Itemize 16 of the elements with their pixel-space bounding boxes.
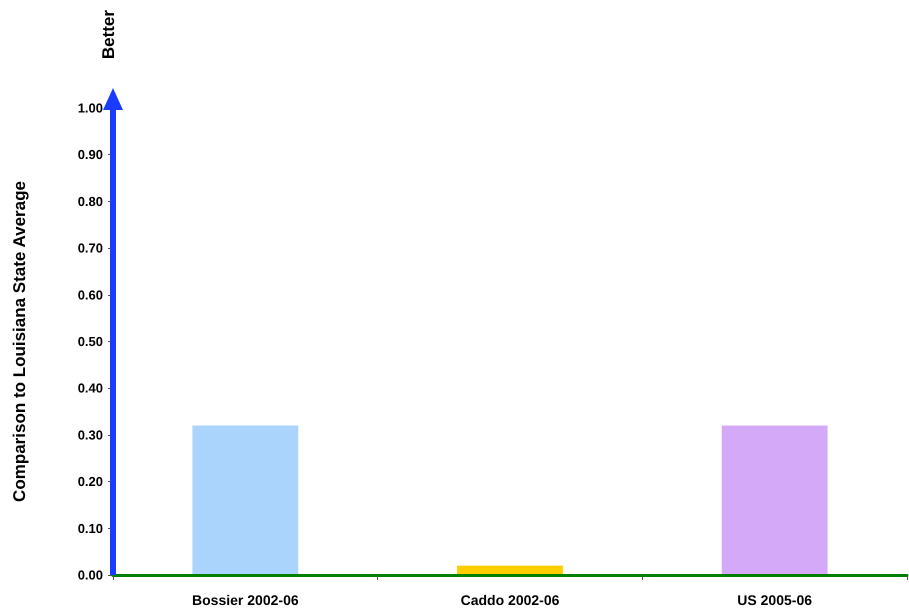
y-tick-label: 0.20	[78, 474, 103, 490]
y-tick-label: 0.30	[78, 427, 103, 442]
x-tick-label: Caddo 2002-06	[460, 592, 560, 608]
y-tick-label: 0.50	[78, 334, 103, 349]
y-tick-label: 0.70	[78, 240, 103, 256]
x-tick-label: US 2005-06	[737, 592, 812, 608]
y-axis-title: Comparison to Louisiana State Average	[10, 181, 29, 502]
x-tick-label: Bossier 2002-06	[192, 592, 299, 608]
y-tick-label: 0.90	[78, 147, 103, 162]
y-tick-label: 0.10	[78, 520, 103, 536]
y-tick-label: 0.80	[78, 194, 103, 209]
text: Better	[99, 10, 118, 60]
y-tick-label: 1.00	[78, 100, 103, 116]
y-tick-label: 0.60	[78, 287, 103, 302]
y-tick-label: 0.00	[78, 568, 103, 582]
y-tick-label: 0.40	[78, 380, 103, 396]
